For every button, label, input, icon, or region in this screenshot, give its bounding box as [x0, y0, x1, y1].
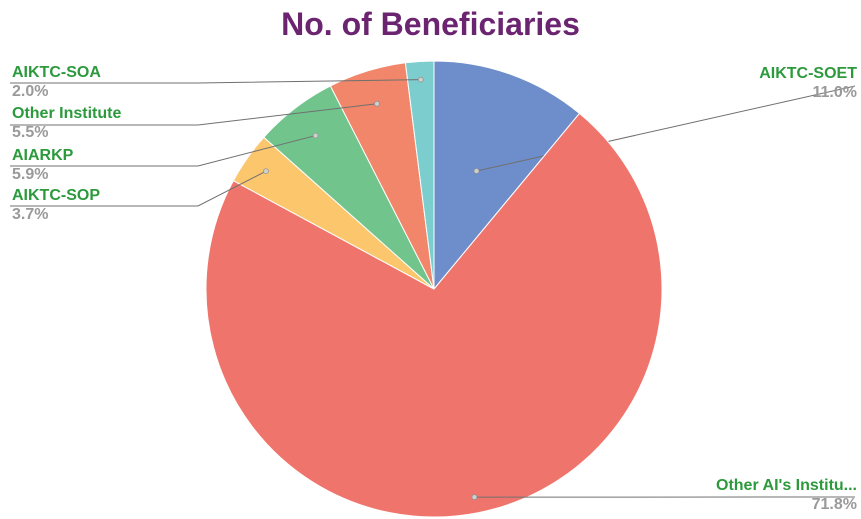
slice-label-percent: 11.0%: [812, 84, 857, 101]
slice-label-name: AIARKP: [12, 147, 74, 164]
slice-data-label: Other AI's Institu... 71.8%: [716, 476, 857, 514]
chart-title: No. of Beneficiaries: [281, 6, 580, 42]
leader-dot: [473, 168, 480, 174]
leader-dot: [374, 100, 380, 107]
leader-dot: [471, 494, 478, 501]
leader-dot: [312, 132, 319, 139]
leader-line: [476, 85, 856, 172]
slice-data-label: AIKTC-SOET 11.0%: [759, 64, 857, 102]
slice-data-label: AIARKP 5.9%: [12, 146, 73, 184]
slice-label-percent: 2.0%: [12, 83, 49, 100]
leader-line: [10, 135, 316, 167]
slice-label-percent: 5.5%: [12, 124, 49, 141]
pie-slice-aiktc-soet: [433, 60, 581, 291]
leader-dot: [263, 168, 269, 175]
leader-line: [10, 170, 267, 207]
slice-label-percent: 3.7%: [12, 206, 49, 223]
slice-label-name: AIKTC-SOA: [12, 64, 101, 81]
leader-line: [10, 79, 421, 84]
slice-label-name: AIKTC-SOP: [12, 187, 100, 204]
slice-label-name: Other Institute: [12, 105, 122, 122]
leader-dot: [417, 76, 424, 83]
slice-data-label: AIKTC-SOA 2.0%: [12, 63, 101, 101]
pie-slice-aiktc-soa: [404, 60, 435, 290]
slice-label-percent: 5.9%: [12, 166, 49, 183]
slice-label-name: AIKTC-SOET: [759, 65, 857, 82]
slice-label-name: Other AI's Institu...: [716, 477, 857, 494]
slice-label-percent: 71.8%: [811, 496, 857, 513]
slice-data-label: AIKTC-SOP 3.7%: [12, 186, 100, 224]
pie-slice-other-ai-s-institu: [205, 112, 663, 518]
slice-data-label: Other Institute 5.5%: [12, 104, 121, 142]
leader-line: [10, 103, 378, 126]
